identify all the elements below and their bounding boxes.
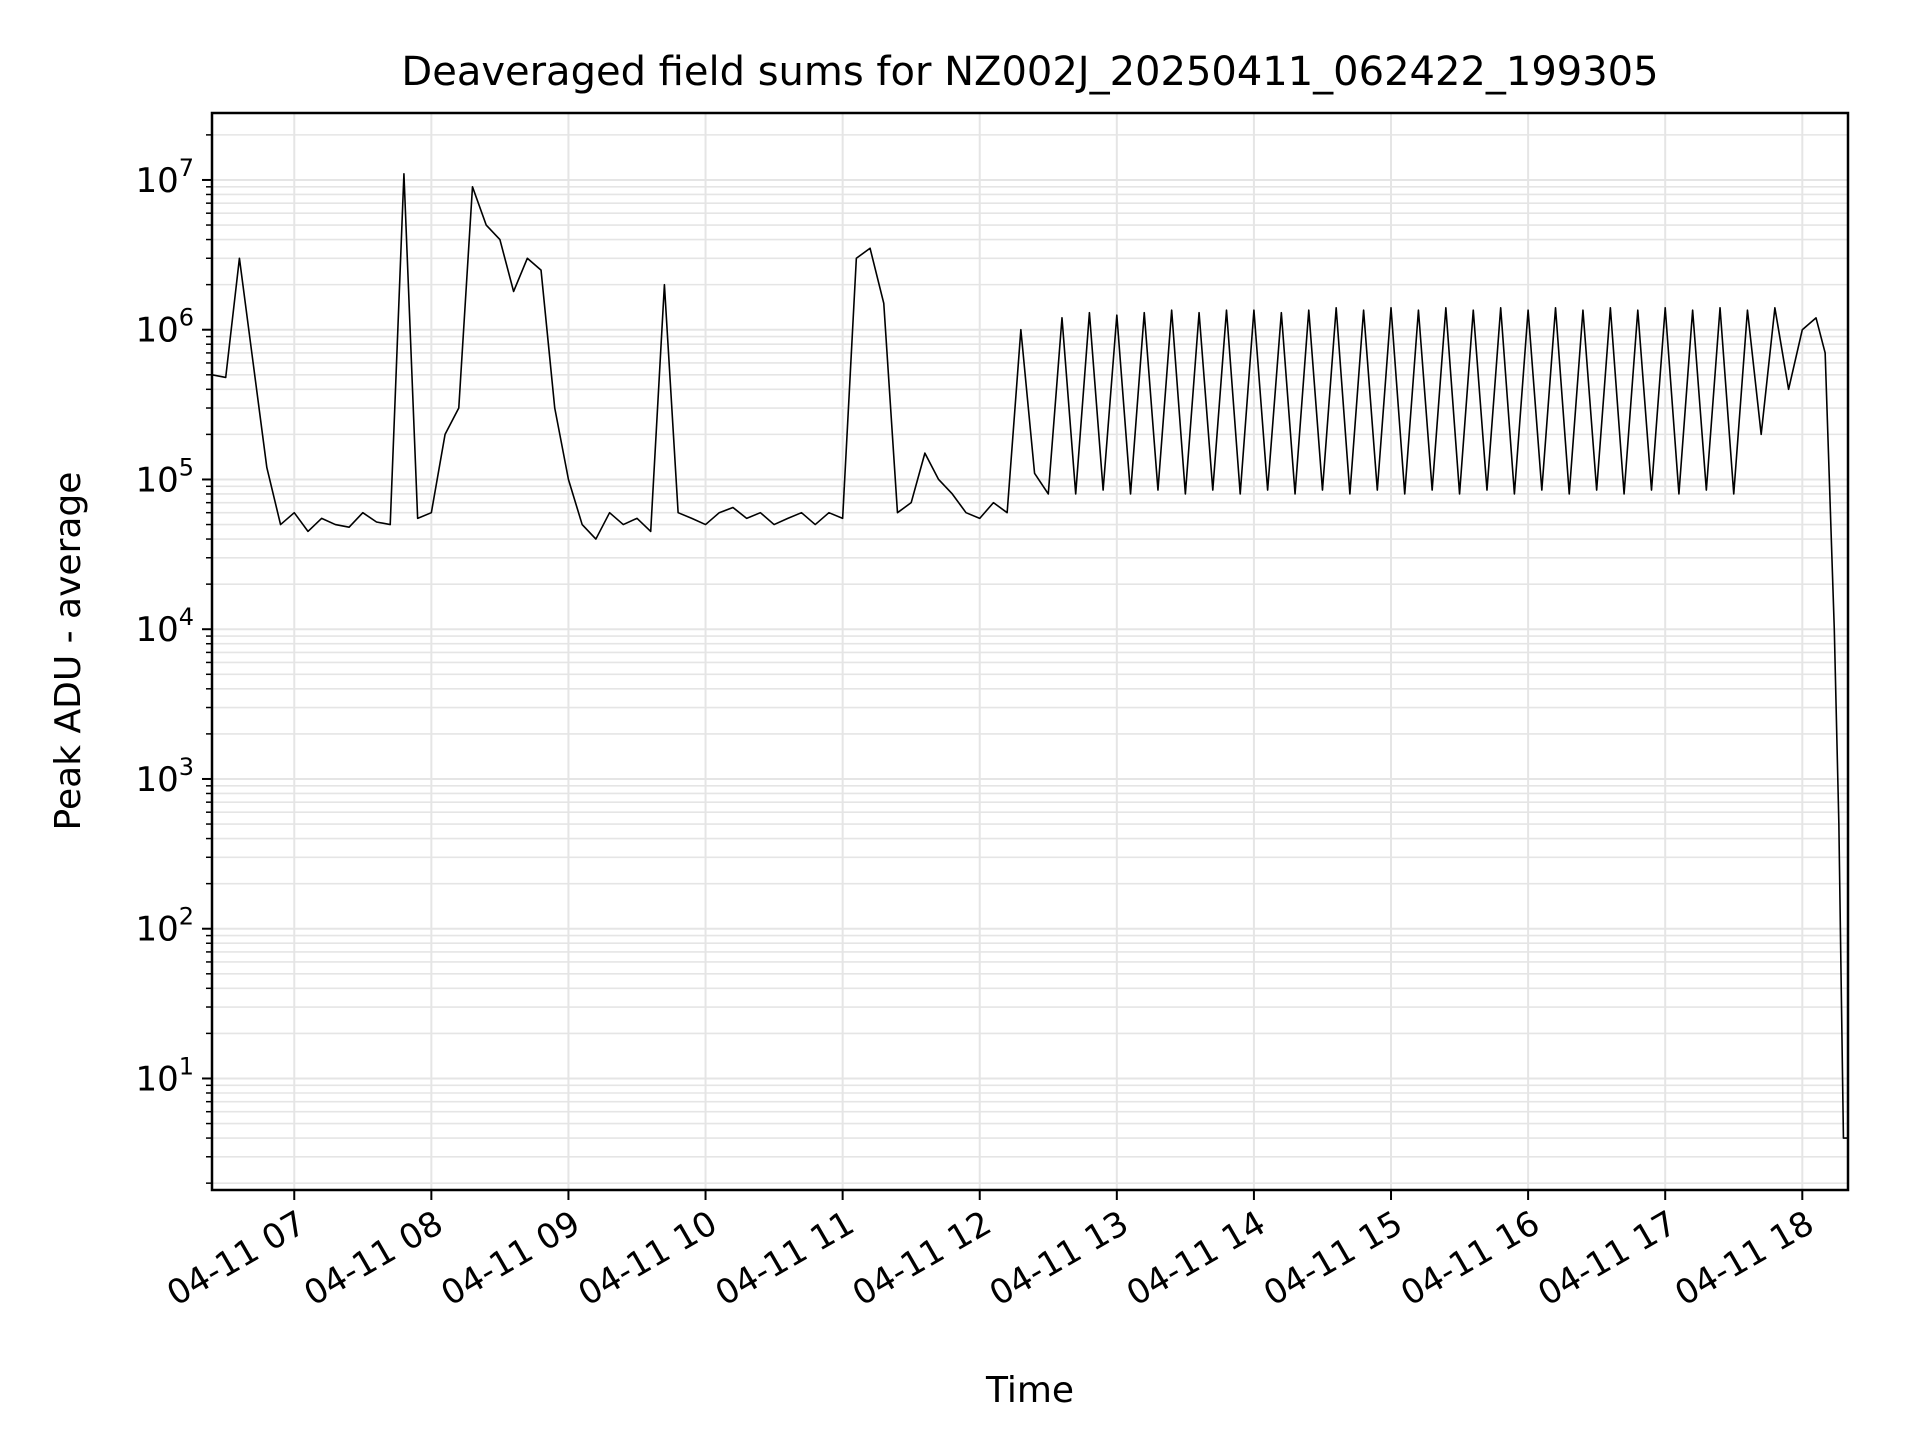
chart-title: Deaveraged field sums for NZ002J_2025041… (401, 49, 1658, 95)
y-tick-label: 106 (135, 304, 194, 351)
y-tick-base: 10 (135, 1059, 178, 1099)
series-layer (212, 172, 1848, 1139)
plot-frame (210, 111, 1850, 1192)
y-tick-base: 10 (135, 161, 178, 201)
y-tick-exponent: 1 (179, 1052, 194, 1080)
x-axis-label: Time (985, 1370, 1074, 1411)
grid (212, 113, 1848, 1190)
y-axis-label: Peak ADU - average (48, 472, 89, 831)
y-tick-exponent: 4 (179, 603, 194, 631)
y-tick-label: 101 (135, 1052, 194, 1099)
y-tick-label: 104 (135, 603, 194, 650)
y-tick-base: 10 (135, 610, 178, 650)
y-tick-base: 10 (135, 760, 178, 800)
y-tick-label: 105 (135, 453, 194, 500)
y-tick-base: 10 (135, 910, 178, 950)
y-tick-exponent: 7 (179, 154, 194, 182)
y-tick-base: 10 (135, 311, 178, 351)
series-line (212, 172, 1848, 1139)
y-tick-exponent: 6 (179, 304, 194, 332)
y-tick-label: 102 (135, 903, 194, 950)
y-tick-exponent: 5 (179, 453, 194, 481)
y-tick-base: 10 (135, 460, 178, 500)
y-tick-label: 107 (135, 154, 194, 201)
y-tick-exponent: 2 (179, 903, 194, 931)
y-tick-exponent: 3 (179, 753, 194, 781)
y-tick-label: 103 (135, 753, 194, 800)
